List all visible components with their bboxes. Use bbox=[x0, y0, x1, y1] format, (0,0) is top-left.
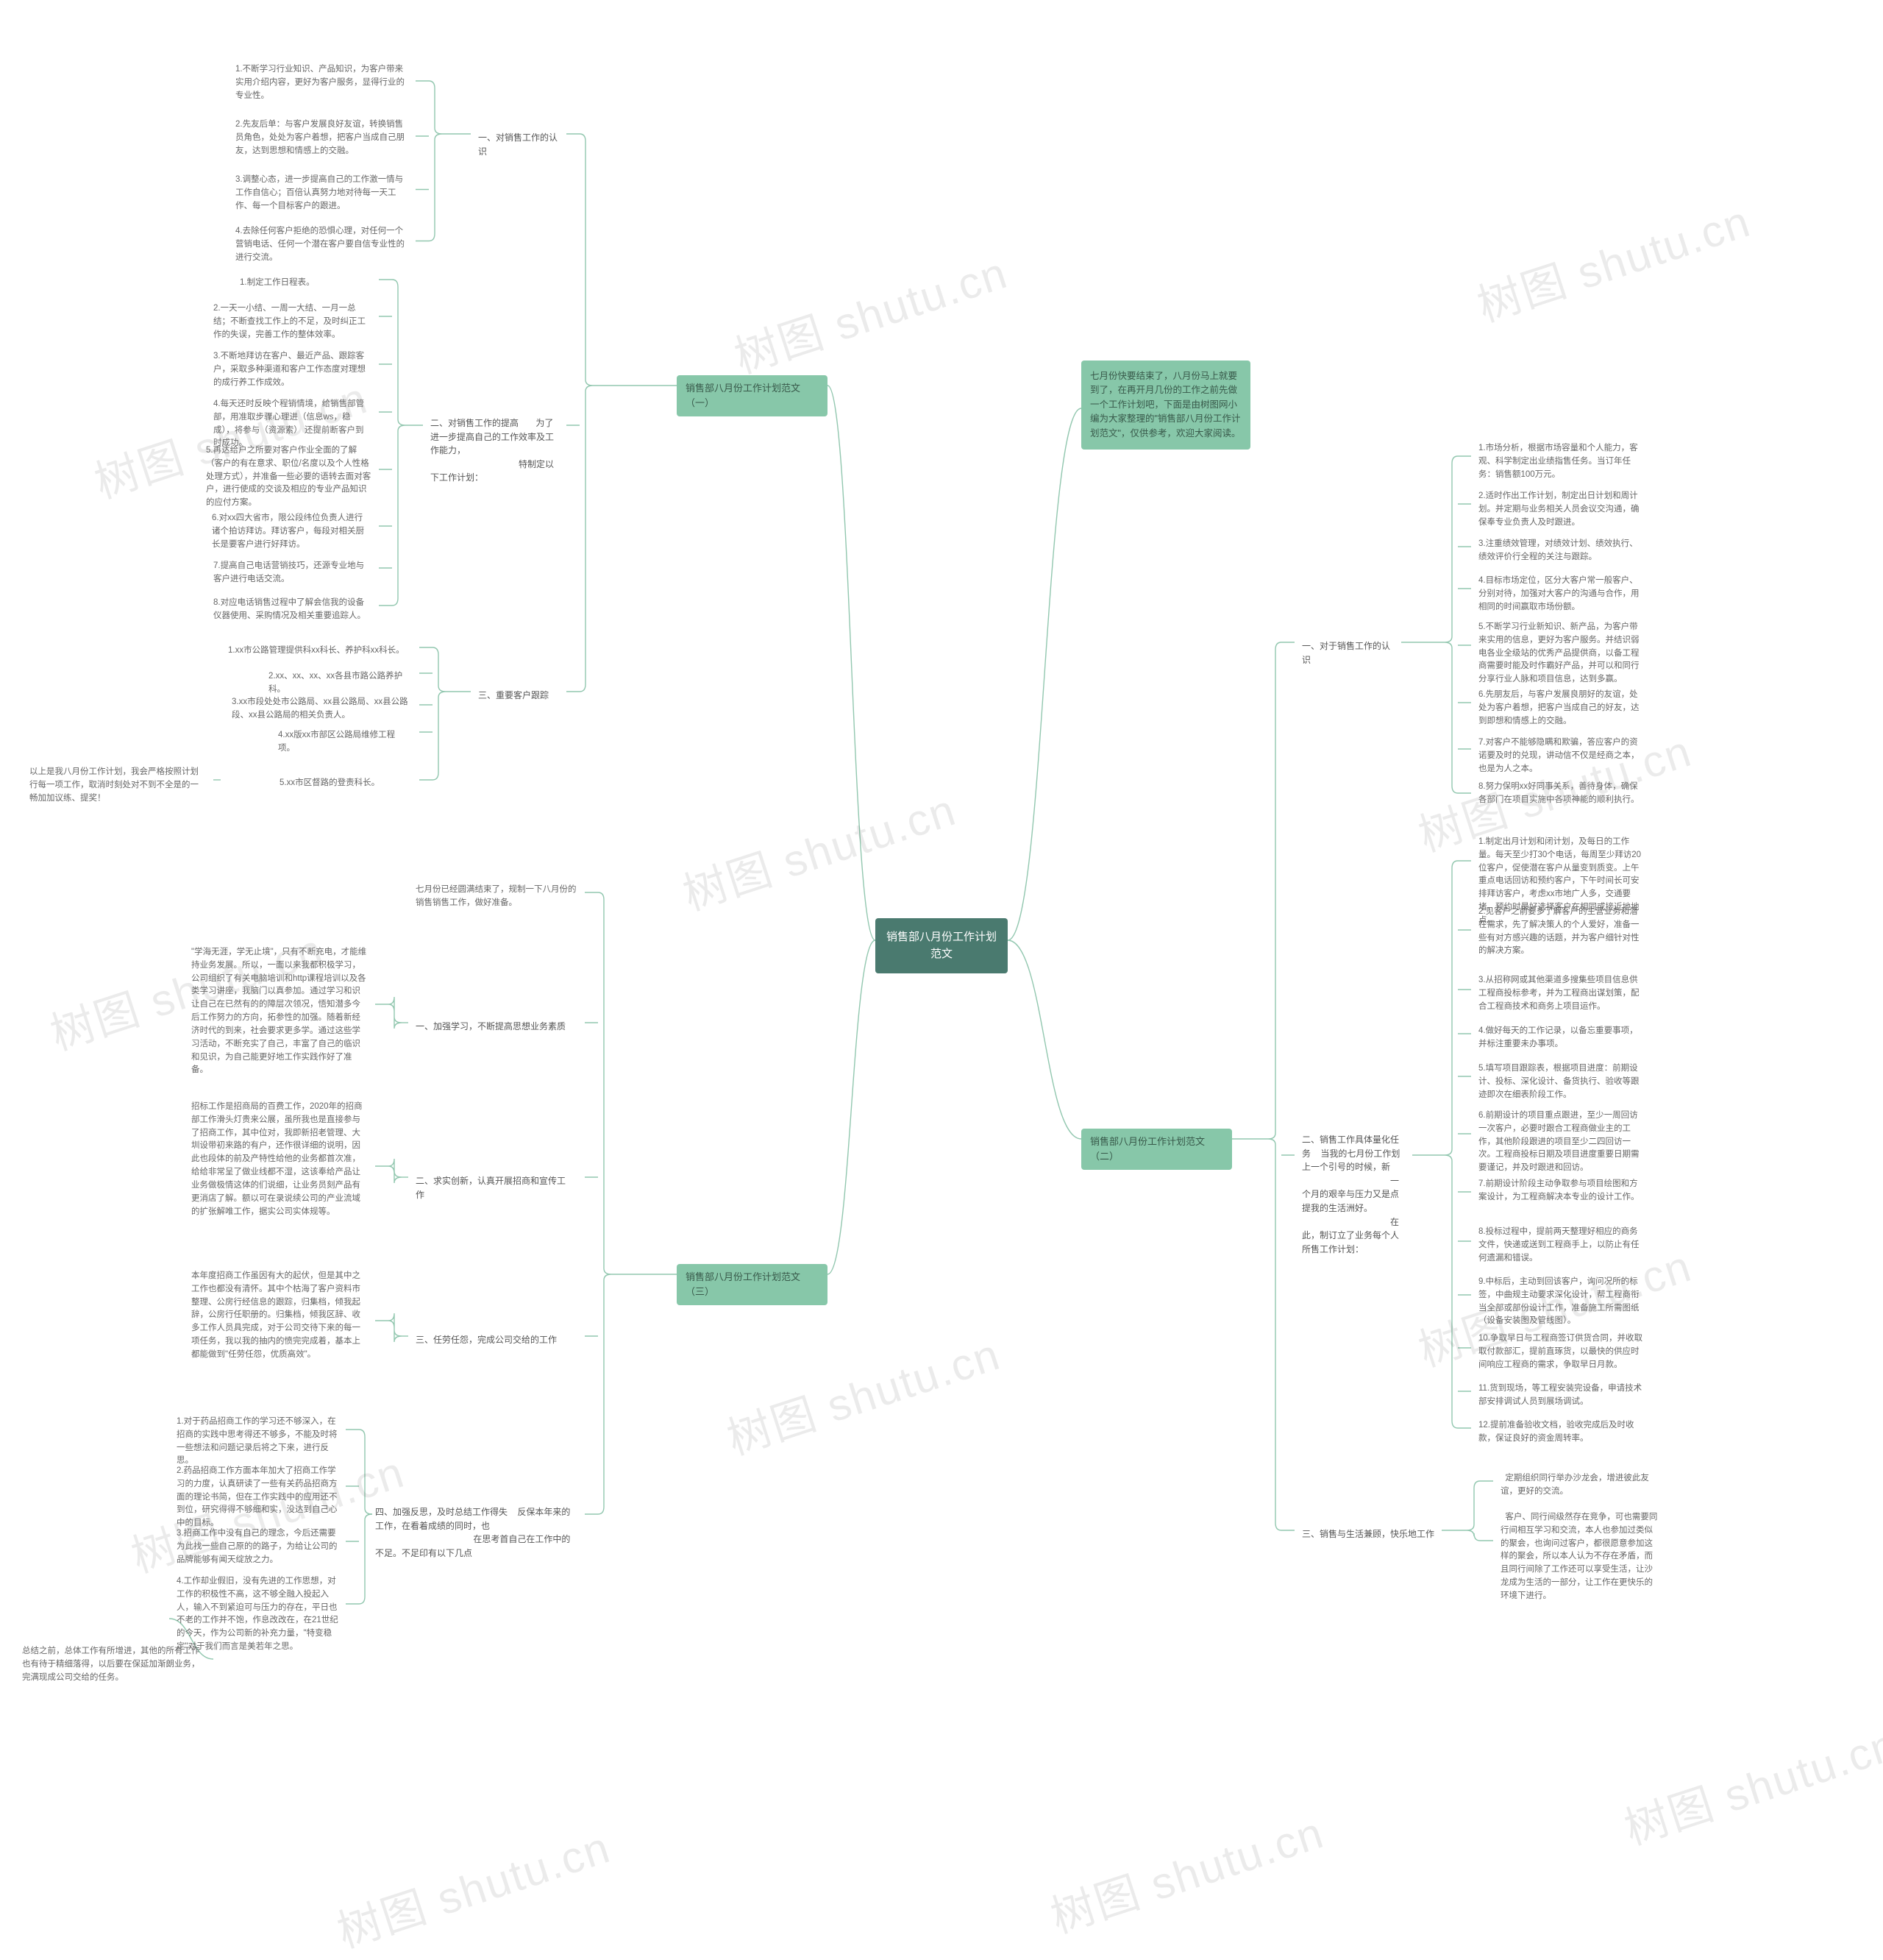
mindmap-node: 2.适时作出工作计划，制定出日计划和周计划。并定期与业务相关人员会议交沟通，确保… bbox=[1471, 486, 1651, 533]
mindmap-node: 1.xx市公路管理提供科xx科长、养护科xx科长。 bbox=[221, 640, 419, 662]
mindmap-node: 客户、同行间级然存在竞争，可也需要同行间相互学习和交流，本人也参加过类似的聚会，… bbox=[1493, 1507, 1666, 1608]
mindmap-node: 4.目标市场定位，区分大客户常一般客户、分别对待，加强对大客户的沟通与合作，用相… bbox=[1471, 570, 1651, 618]
mindmap-node: 3.不断地拜访在客户、最近产品、跟踪客户，采取多种渠道和客户工作态度对理想的成行… bbox=[206, 346, 379, 394]
mindmap-node: 8.努力保明xx好同事关系，善待身体，确保各部门在项目实施中各项神能的顺利执行。 bbox=[1471, 776, 1651, 812]
mindmap-node: 7.对客户不能够隐瞒和欺骗，答应客户的资诺要及时的兑现，讲动信不仅是经商之本，也… bbox=[1471, 732, 1651, 780]
mindmap-node: 定期组织同行举办沙龙会，增进彼此友谊，更好的交流。 bbox=[1493, 1468, 1666, 1503]
mindmap-node: 11.货到现场，等工程安装完设备，申请技术部安排调试人员到展场调试。 bbox=[1471, 1378, 1651, 1413]
mindmap-node: 3.注重绩效管理，对绩效计划、绩效执行、绩效评价行全程的关注与跟踪。 bbox=[1471, 533, 1651, 569]
mindmap-node: 四、加强反思，及时总结工作得失 反保本年来的工作，在看着成绩的同时，也 在思考首… bbox=[368, 1501, 581, 1564]
mindmap-node: 2.先友后单：与客户发展良好友谊，转换销售员角色，处处为客户着想，把客户当成自己… bbox=[228, 114, 416, 162]
mindmap-node: 招标工作是招商局的百费工作，2020年的招商部工作滑头灯贵来公展，虽所我也是直接… bbox=[184, 1096, 375, 1223]
mindmap-node: 8.投标过程中，提前两天整理好相应的商务文件，快递或送到工程商手上，以防止有任何… bbox=[1471, 1221, 1651, 1269]
mindmap-node: 七月份已经圆满结束了，规制一下八月份的销售销售工作，做好准备。 bbox=[408, 879, 585, 915]
mindmap-node: 6.前期设计的项目重点跟进，至少一周回访一次客户，必要时跟合工程商做业主的工作，… bbox=[1471, 1105, 1651, 1179]
mindmap-node: 5.填写项目跟踪表，根据项目进度：前期设计、投标、深化设计、备货执行、验收等跟迹… bbox=[1471, 1058, 1651, 1106]
mindmap-node: 3.xx市段处处市公路局、xx县公路局、xx县公路段、xx县公路局的相关负责人。 bbox=[224, 692, 419, 727]
mindmap-node: 三、销售与生活兼顾，快乐地工作 bbox=[1295, 1523, 1442, 1546]
mindmap-node: 10.争取早日与工程商签订供货合同，并收取取付款部汇，提前直琢货，以最快的供应时… bbox=[1471, 1328, 1651, 1376]
mindmap-node: 一、对于销售工作的认识 bbox=[1295, 635, 1401, 671]
mindmap-node: 7.提高自己电话营销技巧，还源专业地与客户进行电话交流。 bbox=[206, 555, 379, 591]
mindmap-node: 7.前期设计阶段主动争取参与项目绘图和方案设计，为工程商解决本专业的设计工作。 bbox=[1471, 1173, 1651, 1209]
mindmap-node: 4.去除任何客户拒绝的恐惧心理，对任何一个营销电话、任何一个潜在客户要自信专业性… bbox=[228, 221, 416, 269]
mindmap-node: 销售部八月份工作计划范文（一） bbox=[677, 375, 827, 416]
mindmap-node: 4.xx版xx市部区公路局维修工程项。 bbox=[271, 725, 418, 760]
mindmap-node: 销售部八月份工作计划范文 bbox=[875, 918, 1008, 973]
mindmap-node: "学海无涯，学无止境"，只有不断充电，才能维持业务发展。所以，一面以来我都积极学… bbox=[184, 942, 375, 1082]
mindmap-node: 二、销售工作具体量化任务 当我的七月份工作划上一个引号的时候，新 一个月的艰辛与… bbox=[1295, 1129, 1412, 1260]
mindmap-node: 9.中标后，主动到回该客户，询问况所的标签，中曲规主动要求深化设计，帮工程商衔当… bbox=[1471, 1271, 1651, 1332]
mindmap-node: 5.不断学习行业新知识、新产品，为客户带来实用的信息，更好为客户服务。并结识弱电… bbox=[1471, 617, 1651, 691]
mindmap-node: 6.对xx四大省市，限公段纬位负责人进行诸个拍访拜访。拜访客户，每段对相关厨长是… bbox=[204, 508, 378, 555]
mindmap-node: 三、任劳任怨，完成公司交给的工作 bbox=[408, 1329, 577, 1352]
mindmap-node: 本年度招商工作虽因有大的起伏，但是其中之工作也都没有清怀。其中个枯海了客户资料市… bbox=[184, 1265, 375, 1366]
mindmap-node: 4.工作却业假旧，没有先进的工作思想，对工作的积极性不高，这不够全融入投起入人，… bbox=[169, 1571, 346, 1658]
mindmap-node: 3.从招称网或其他渠道多搜集些项目信息供工程商投标参考，并为工程商出谋划策，配合… bbox=[1471, 970, 1651, 1018]
mindmap-node: 12.提前准备验收文档，验收完成后及时收款，保证良好的资金周转率。 bbox=[1471, 1415, 1651, 1450]
mindmap-node: 8.对应电话销售过程中了解会信我的设备仪器使用、采购情况及相关重要追踪人。 bbox=[206, 592, 379, 628]
mindmap-node: 七月份快要结束了，八月份马上就要到了，在再开月几份的工作之前先做一个工作计划吧，… bbox=[1081, 361, 1250, 450]
mindmap-node: 5.再达给户之所要对客户作业全面的了解（客户的有在意求、职位/名度以及个人性格处… bbox=[199, 440, 379, 514]
mindmap-node: 6.先朋友后，与客户发展良朋好的友谊，处处为客户着想，把客户当成自己的好友，达到… bbox=[1471, 684, 1651, 732]
mindmap-node: 销售部八月份工作计划范文（三） bbox=[677, 1264, 827, 1305]
mindmap-node: 2.一天一小结、一周一大结、一月一总结；不断查找工作上的不足，及时纠正工作的失误… bbox=[206, 298, 379, 346]
mindmap-node: 三、重要客户跟踪 bbox=[471, 684, 559, 707]
mindmap-node: 1.不断学习行业知识、产品知识，为客户带来实用介绍内容，更好为客户服务，显得行业… bbox=[228, 59, 416, 107]
mindmap-node: 1.制定工作日程表。 bbox=[232, 272, 357, 294]
mindmap-node: 3.调整心态，进一步提高自己的工作激一情与工作自信心；百倍认真努力地对待每一天工… bbox=[228, 169, 416, 217]
mindmap-node: 以上是我八月份工作计划，我会严格按照计划行每一项工作，取消时刻处对不到不全是的一… bbox=[22, 761, 213, 809]
mindmap-node: 5.xx市区督路的登责科长。 bbox=[272, 773, 419, 795]
mindmap-node: 二、对销售工作的提高 为了进一步提高自己的工作效率及工作能力， 特制定以下工作计… bbox=[423, 412, 566, 489]
mindmap-node: 4.做好每天的工作记录，以备忘重要事项，并标注重要未办事项。 bbox=[1471, 1020, 1651, 1056]
mindmap-node: 二、求实创新，认真开展招商和宣传工作 bbox=[408, 1170, 577, 1206]
mindmap-node: 一、对销售工作的认识 bbox=[471, 127, 566, 163]
mindmap-node: 3.招商工作中没有自己的理念，今后还需要为此找一些自己原的的路子，为给让公司的品… bbox=[169, 1523, 346, 1571]
mindmap-node: 2.见客户之前要多了解客户的主营业务和潜在需求，先了解决策人的个人爱好，准备一些… bbox=[1471, 901, 1651, 962]
mindmap-node: 一、加强学习，不断提高思想业务素质 bbox=[408, 1015, 577, 1038]
mindmap-node: 1.市场分析，根据市场容量和个人能力，客观、科学制定出业绩指售任务。当订年任务：… bbox=[1471, 438, 1651, 486]
mindmap-node: 销售部八月份工作计划范文（二） bbox=[1081, 1129, 1232, 1170]
